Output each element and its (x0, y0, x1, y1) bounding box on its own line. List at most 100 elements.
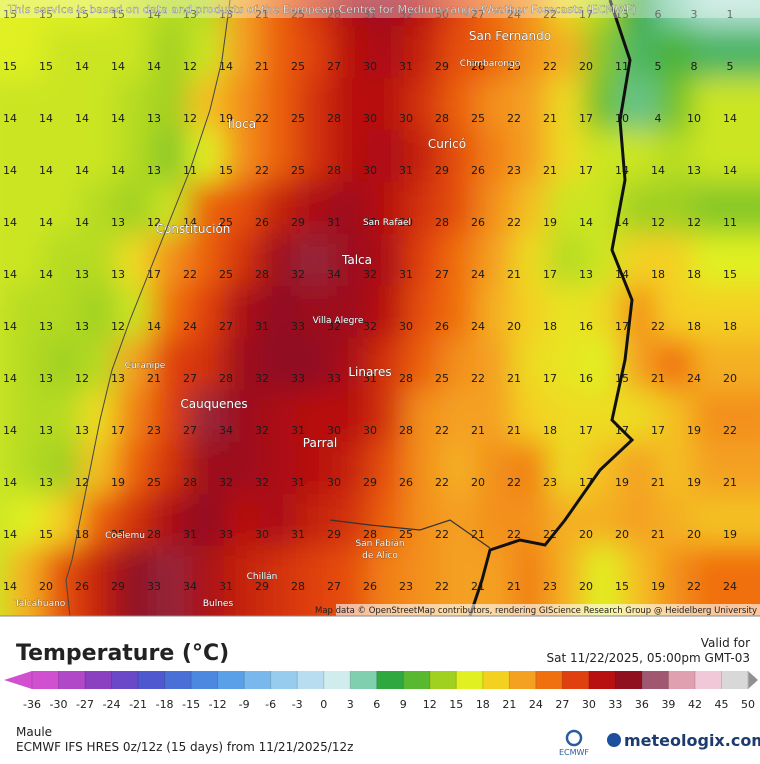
temp-value: 20 (615, 528, 629, 541)
temp-value: 32 (291, 268, 305, 281)
temp-value: 24 (507, 8, 521, 21)
temp-value: 19 (543, 216, 557, 229)
legend-arrow-right (748, 671, 758, 689)
place-label: de Alico (362, 551, 398, 561)
temp-cell (224, 442, 261, 495)
temp-value: 20 (579, 528, 593, 541)
temp-value: 12 (651, 216, 665, 229)
temp-value: 34 (183, 580, 197, 593)
temp-cell (44, 546, 81, 616)
temp-cell (368, 130, 405, 183)
temp-value: 31 (363, 372, 377, 385)
temp-cell (0, 78, 9, 131)
temp-cell (260, 442, 297, 495)
temp-value: 26 (471, 60, 485, 73)
temp-cell (476, 234, 513, 287)
legend-tick-label: -30 (50, 698, 68, 711)
temp-cell (512, 494, 549, 547)
temp-cell (440, 234, 477, 287)
temp-cell (476, 130, 513, 183)
temp-value: 15 (3, 60, 17, 73)
temp-value: 14 (3, 112, 17, 125)
temp-cell (692, 234, 760, 287)
legend-tick-label: 0 (320, 698, 327, 711)
temp-cell (404, 130, 441, 183)
legend-tick-label: -9 (239, 698, 250, 711)
temp-cell (368, 390, 405, 443)
legend-tick-label: 39 (661, 698, 675, 711)
temp-cell (368, 26, 405, 79)
temp-value: 31 (255, 320, 269, 333)
place-label: Bulnes (203, 599, 234, 609)
temp-cell (548, 0, 585, 27)
temp-value: 15 (75, 8, 89, 21)
temp-cell (224, 234, 261, 287)
temp-value: 22 (435, 424, 449, 437)
temp-cell (296, 182, 333, 235)
temp-value: 13 (75, 320, 89, 333)
temp-value: 1 (727, 8, 734, 21)
temp-cell (152, 26, 189, 79)
temp-cell (0, 286, 9, 339)
legend-swatch (217, 671, 245, 689)
temp-value: 12 (75, 476, 89, 489)
temp-value: 13 (615, 8, 629, 21)
temp-cell (260, 130, 297, 183)
temp-cell (8, 286, 45, 339)
temp-cell (260, 338, 297, 391)
temp-value: 6 (655, 8, 662, 21)
temp-cell (476, 546, 513, 616)
temp-cell (80, 494, 117, 547)
temp-cell (404, 546, 441, 616)
temp-value: 27 (327, 60, 341, 73)
temp-cell (152, 78, 189, 131)
temp-value: 22 (435, 476, 449, 489)
temp-cell (512, 286, 549, 339)
temp-cell (512, 442, 549, 495)
legend-tick-label: -18 (156, 698, 174, 711)
temp-value: 15 (39, 8, 53, 21)
temp-value: 26 (435, 320, 449, 333)
temp-value: 25 (291, 8, 305, 21)
temp-value: 3 (691, 8, 698, 21)
temp-value: 14 (147, 320, 161, 333)
temp-cell (188, 182, 225, 235)
attribution-bg (336, 604, 760, 616)
temp-value: 32 (255, 424, 269, 437)
legend-tick-label: 15 (449, 698, 463, 711)
temp-cell (152, 338, 189, 391)
temp-value: 22 (543, 528, 557, 541)
temp-cell (620, 286, 657, 339)
place-label: Iloca (228, 117, 256, 131)
coastline (65, 0, 231, 616)
temp-value: 26 (255, 216, 269, 229)
temp-value: 23 (399, 580, 413, 593)
temp-value: 25 (435, 372, 449, 385)
temp-value: 21 (543, 112, 557, 125)
temp-cell (548, 78, 585, 131)
temp-cell (296, 338, 333, 391)
temp-value: 27 (327, 580, 341, 593)
temp-value: 10 (687, 112, 701, 125)
temp-cell (80, 0, 117, 27)
temp-value: 31 (399, 268, 413, 281)
temp-value: 17 (147, 268, 161, 281)
temp-value: 15 (3, 8, 17, 21)
temp-value: 24 (471, 268, 485, 281)
temp-cell (332, 390, 369, 443)
map: 1515151514131321252831323027242217136311… (0, 0, 760, 616)
legend-swatch (85, 671, 113, 689)
temp-cell (44, 78, 81, 131)
brand: meteologix.com (624, 731, 760, 750)
legend-swatch (562, 671, 590, 689)
temp-value: 11 (615, 60, 629, 73)
temp-value: 15 (219, 164, 233, 177)
temp-value: 31 (363, 8, 377, 21)
temp-value: 8 (691, 60, 698, 73)
temp-value: 13 (147, 164, 161, 177)
temp-value: 25 (291, 112, 305, 125)
temp-cell (404, 78, 441, 131)
temp-cell (296, 78, 333, 131)
temp-cell (260, 286, 297, 339)
temp-value: 15 (723, 268, 737, 281)
